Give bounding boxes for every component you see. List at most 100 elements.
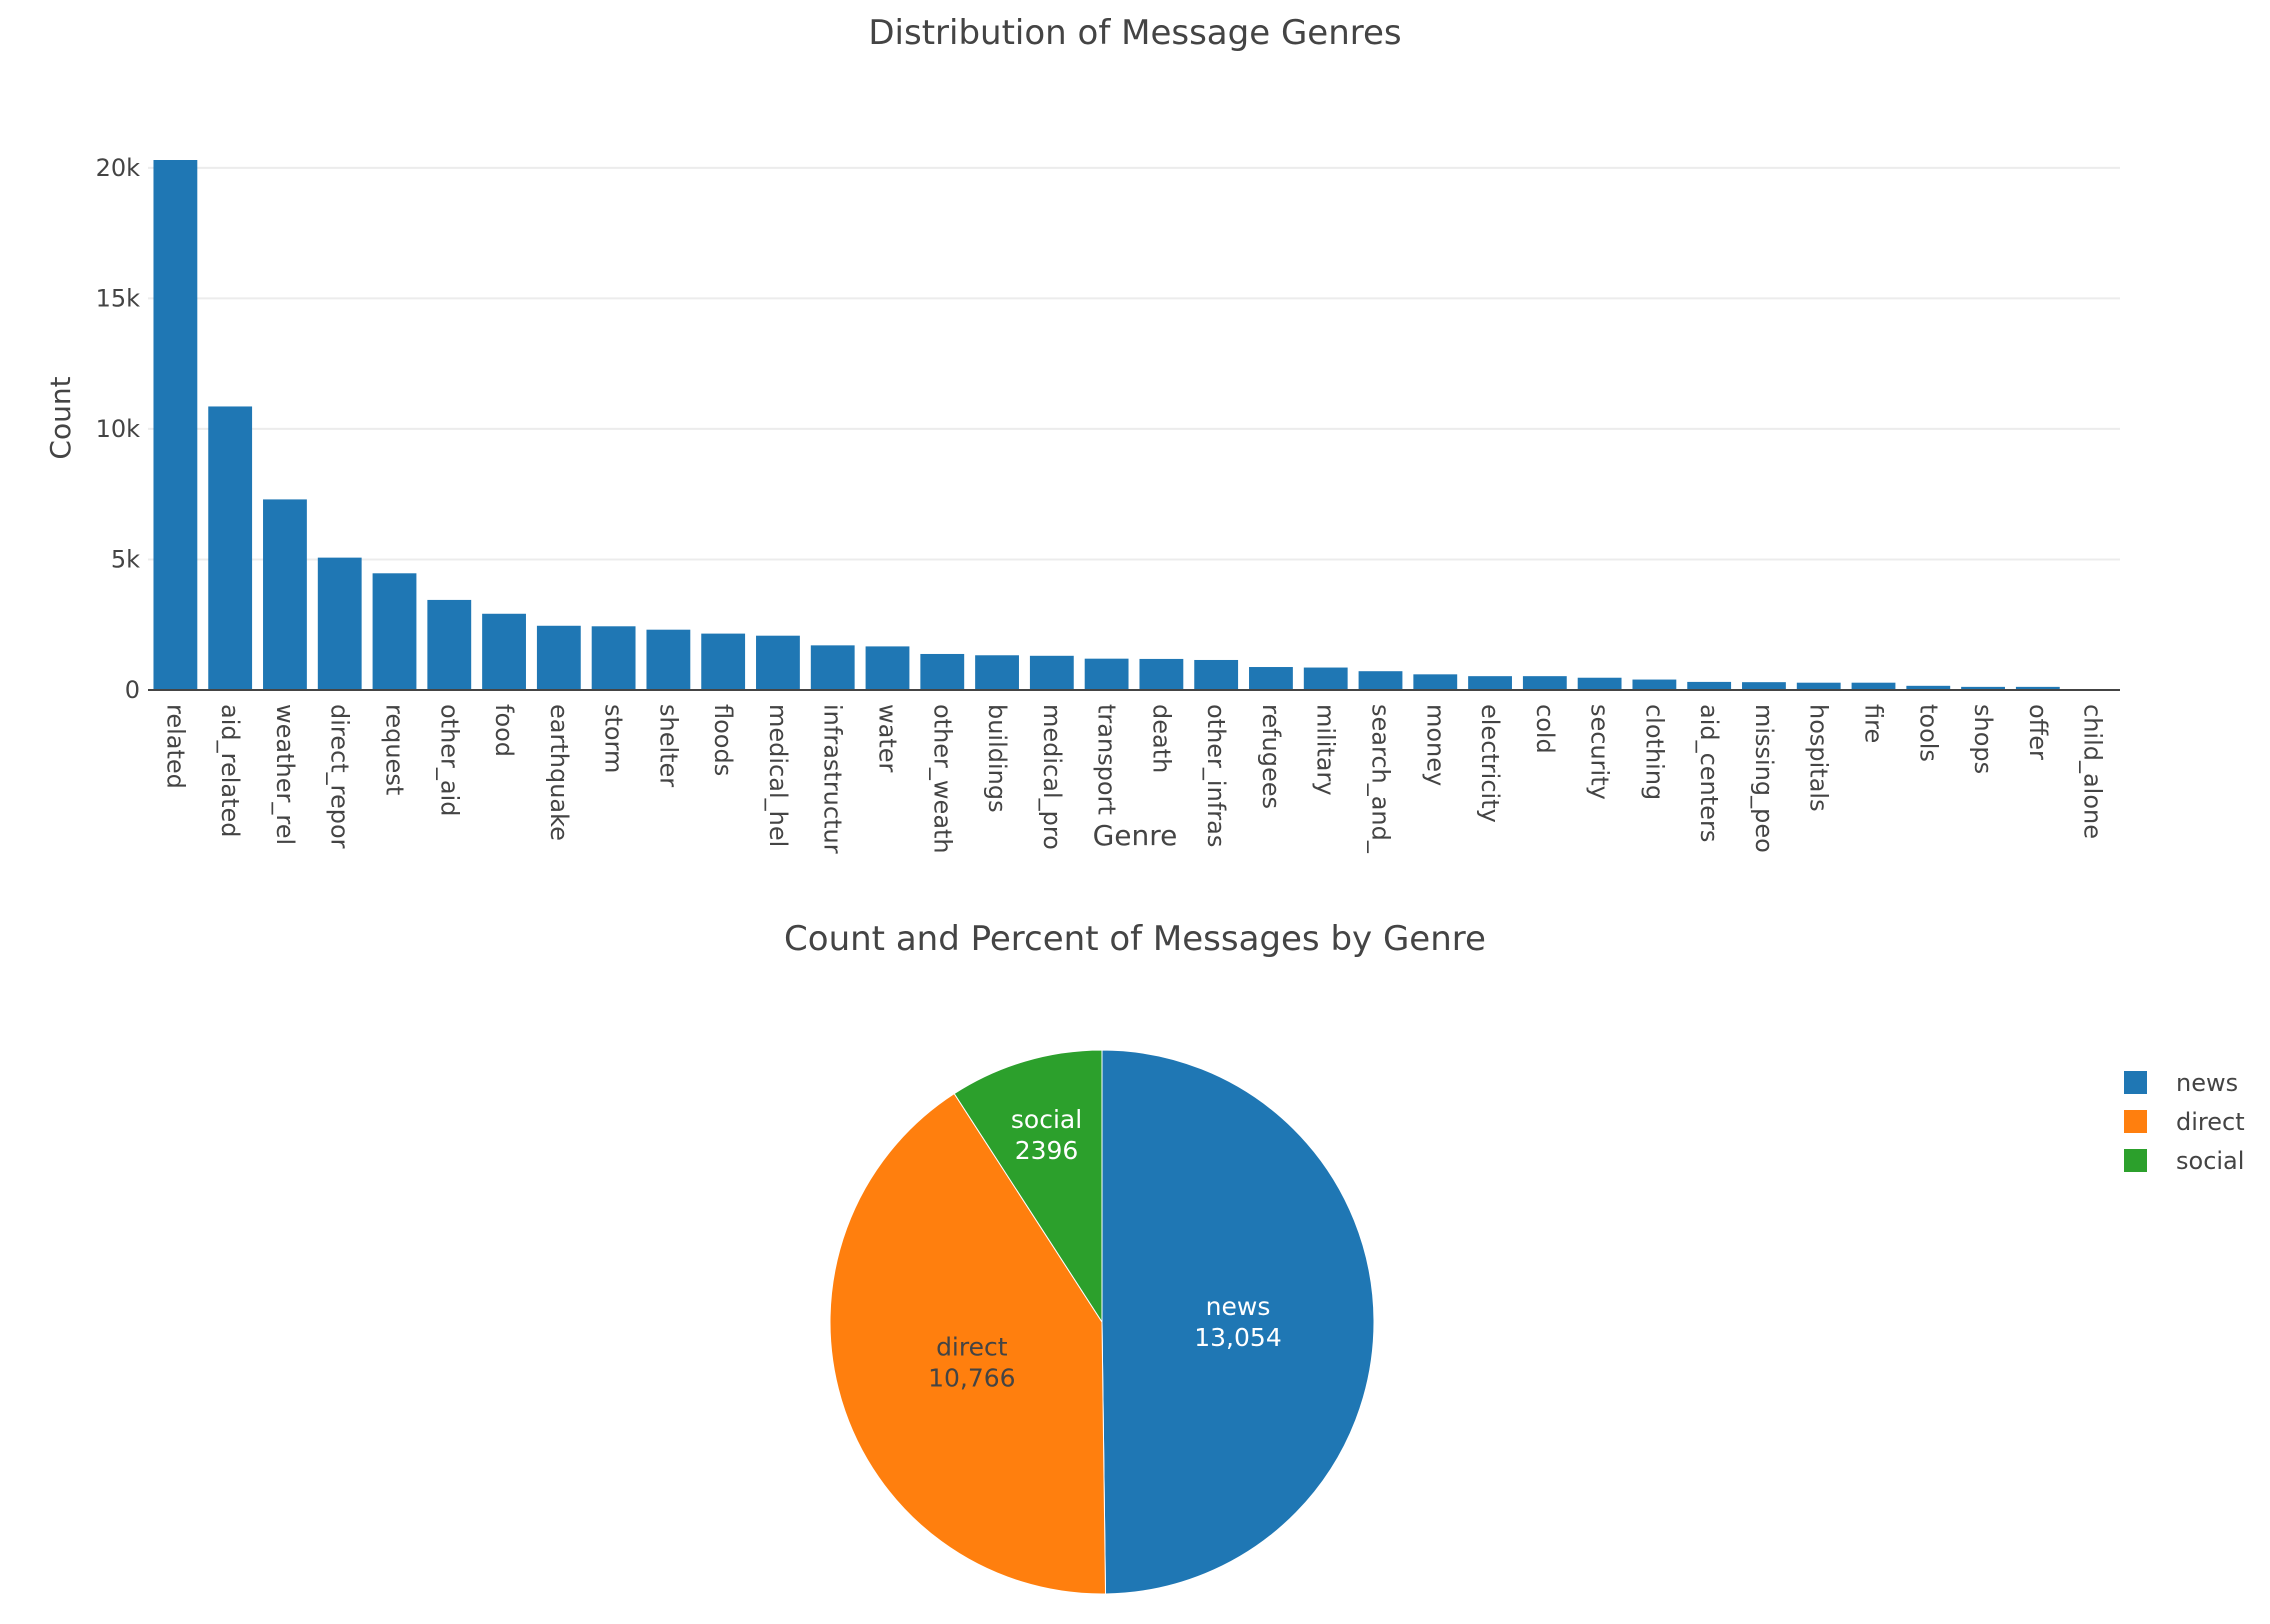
bar-missing_peo[interactable]: [1742, 682, 1786, 690]
x-tick-label: military: [1312, 704, 1340, 796]
bar-direct_repor[interactable]: [317, 557, 362, 690]
legend-label-direct[interactable]: direct: [2176, 1108, 2245, 1136]
x-tick-label: infrastructur: [819, 704, 847, 854]
x-tick-label: search_and_: [1367, 704, 1395, 854]
x-tick-label: other_infras: [1202, 704, 1230, 847]
bar-related[interactable]: [153, 160, 198, 690]
bar-food[interactable]: [482, 613, 526, 690]
legend-label-social[interactable]: social: [2176, 1147, 2244, 1175]
bar-death[interactable]: [1139, 658, 1184, 690]
x-tick-label: cold: [1531, 704, 1559, 754]
bar-security[interactable]: [1577, 677, 1622, 690]
bar-clothing[interactable]: [1632, 679, 1677, 690]
x-tick-label: request: [381, 704, 409, 795]
bar-money[interactable]: [1413, 674, 1458, 690]
bar-medical_hel[interactable]: [756, 635, 800, 690]
x-tick-label: child_alone: [2079, 704, 2107, 839]
bar-military[interactable]: [1303, 667, 1348, 690]
bar-offer[interactable]: [2015, 686, 2060, 690]
bar-shops[interactable]: [1961, 686, 2005, 690]
x-tick-label: medical_hel: [764, 704, 792, 847]
bar-other_weath[interactable]: [920, 653, 965, 690]
slice-label-name: social: [1011, 1105, 1082, 1134]
bar-chart-bars: [153, 160, 2060, 690]
x-tick-label: weather_rel: [271, 704, 299, 845]
bar-chart-y-ticks: 0 5k 10k 15k 20k: [96, 154, 141, 704]
slice-label-value: 2396: [1015, 1136, 1079, 1165]
x-tick-label: related: [161, 704, 189, 789]
x-tick-label: hospitals: [1805, 704, 1833, 812]
pie-slice-label-direct: direct 10,766: [928, 1332, 1015, 1392]
x-tick-label: electricity: [1476, 704, 1504, 823]
y-tick-label: 0: [125, 676, 140, 704]
x-tick-label: aid_related: [216, 704, 244, 838]
bar-chart-title: Distribution of Message Genres: [868, 13, 1401, 53]
bar-electricity[interactable]: [1468, 676, 1512, 690]
x-tick-label: security: [1586, 704, 1614, 800]
x-tick-label: floods: [709, 704, 737, 776]
pie-slice-direct[interactable]: [829, 1092, 1107, 1595]
slice-label-value: 13,054: [1194, 1323, 1281, 1352]
y-tick-label: 5k: [111, 545, 140, 573]
bar-floods[interactable]: [701, 633, 746, 690]
pie-chart-slice-labels: news 13,054 direct 10,766 social 2396: [928, 1105, 1282, 1392]
bar-refugees[interactable]: [1249, 667, 1293, 690]
y-tick-label: 15k: [96, 284, 141, 312]
slice-label-name: news: [1206, 1292, 1271, 1321]
y-tick-label: 10k: [96, 415, 141, 443]
bar-tools[interactable]: [1906, 685, 1951, 690]
bar-earthquake[interactable]: [536, 625, 581, 690]
x-tick-label: missing_peo: [1750, 704, 1778, 853]
bar-chart-x-axis-title: Genre: [1093, 819, 1178, 852]
pie-slice-label-news: news 13,054: [1194, 1292, 1281, 1352]
pie-chart: Count and Percent of Messages by Genre n…: [784, 919, 2245, 1595]
bar-water[interactable]: [865, 646, 910, 690]
bar-infrastructur[interactable]: [810, 645, 855, 690]
legend-swatch-news: [2124, 1071, 2147, 1094]
bar-buildings[interactable]: [975, 655, 1019, 690]
bar-aid_centers[interactable]: [1687, 681, 1732, 690]
x-tick-label: other_weath: [928, 704, 956, 854]
x-tick-label: clothing: [1640, 704, 1668, 800]
x-tick-label: aid_centers: [1695, 704, 1723, 842]
bar-transport[interactable]: [1084, 658, 1129, 690]
legend-swatch-direct: [2124, 1110, 2147, 1133]
bar-other_aid[interactable]: [427, 599, 472, 690]
bar-chart-y-axis-title: Count: [44, 376, 77, 459]
x-tick-label: tools: [1914, 704, 1942, 762]
bar-medical_pro[interactable]: [1029, 655, 1074, 690]
bar-chart-x-ticks: related aid_related weather_rel direct_repo…: [161, 704, 2106, 854]
x-tick-label: death: [1147, 704, 1175, 773]
bar-shelter[interactable]: [646, 629, 691, 690]
pie-chart-legend[interactable]: news direct social: [2124, 1069, 2245, 1175]
bar-storm[interactable]: [591, 626, 636, 690]
bar-cold[interactable]: [1522, 676, 1567, 690]
bar-request[interactable]: [372, 573, 417, 690]
x-tick-label: earthquake: [545, 704, 573, 841]
bar-aid_related[interactable]: [208, 406, 253, 690]
bar-weather_rel[interactable]: [263, 499, 307, 690]
x-tick-label: shelter: [654, 704, 682, 787]
x-tick-label: transport: [1093, 704, 1121, 815]
bar-fire[interactable]: [1851, 682, 1896, 690]
bar-hospitals[interactable]: [1796, 682, 1841, 690]
bar-other_infras[interactable]: [1194, 659, 1239, 690]
x-tick-label: buildings: [983, 704, 1011, 813]
x-tick-label: water: [874, 704, 902, 773]
bar-chart-gridlines: [148, 166, 2120, 561]
x-tick-label: money: [1421, 704, 1449, 786]
bar-search_and_[interactable]: [1358, 671, 1403, 690]
pie-slice-label-social: social 2396: [1011, 1105, 1082, 1165]
x-tick-label: direct_repor: [326, 704, 354, 849]
pie-chart-slices: [829, 1049, 1375, 1595]
x-tick-label: other_aid: [435, 704, 463, 817]
pie-chart-title: Count and Percent of Messages by Genre: [784, 919, 1486, 959]
legend-swatch-social: [2124, 1149, 2147, 1172]
x-tick-label: medical_pro: [1038, 704, 1066, 850]
pie-slice-social[interactable]: [953, 1049, 1103, 1324]
legend-label-news[interactable]: news: [2176, 1069, 2238, 1097]
y-tick-label: 20k: [96, 154, 141, 182]
x-tick-label: refugees: [1257, 704, 1285, 809]
pie-slice-news[interactable]: [1101, 1049, 1375, 1595]
